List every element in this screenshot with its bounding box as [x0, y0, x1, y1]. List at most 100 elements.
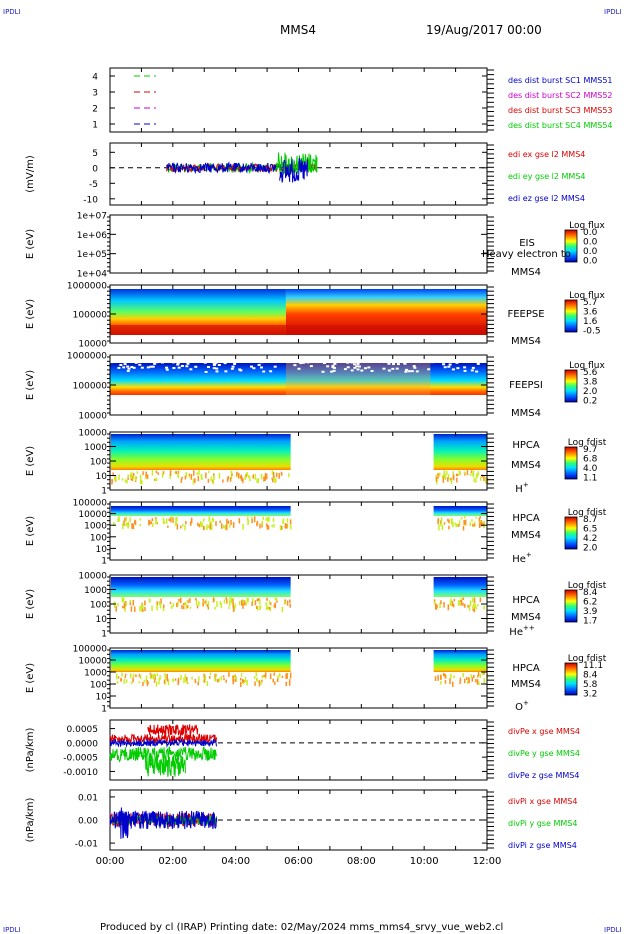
spectrogram-speck	[476, 473, 478, 478]
spectrogram-speck	[198, 523, 201, 528]
spectrogram-speck	[273, 604, 276, 608]
spectrogram-speck	[457, 600, 460, 606]
legend-entry: des dist burst SC4 MMS54	[508, 121, 613, 130]
spectrogram-speck	[181, 604, 183, 610]
y-axis-label: E (eV)	[25, 229, 36, 259]
spectrogram-speck	[149, 672, 152, 676]
y-tick-label: 1	[101, 630, 107, 640]
colorbar	[564, 446, 578, 480]
spectrogram-speck	[132, 474, 135, 480]
spectrogram-speck	[135, 476, 137, 482]
y-tick-label: 10000	[78, 510, 107, 520]
spectrogram-gap	[333, 361, 337, 364]
spectrogram-speck	[462, 673, 465, 678]
spectrogram-speck	[209, 672, 212, 676]
spectrogram-speck	[259, 598, 261, 605]
spectrogram-speck	[170, 516, 172, 523]
spectrogram-speck	[451, 600, 453, 607]
spectrogram-speck	[273, 523, 275, 528]
spectrogram-speck	[170, 605, 173, 609]
spectrogram-speck	[134, 519, 136, 524]
spectrogram-speck	[463, 678, 466, 684]
spectrogram-speck	[264, 476, 266, 481]
spectrogram-gap	[165, 368, 169, 371]
spectrogram-speck	[208, 517, 211, 522]
spectrogram-gap	[415, 370, 419, 373]
spectrogram-speck	[234, 603, 237, 608]
spectrogram-speck	[215, 673, 217, 677]
spectrogram-speck	[145, 471, 147, 478]
spectrogram-speck	[226, 477, 229, 482]
spectrogram-speck	[177, 473, 180, 479]
spectrogram-speck	[441, 524, 444, 531]
spectrogram-speck	[274, 681, 276, 685]
spectrogram-speck	[189, 598, 191, 603]
spectrogram-gap	[127, 367, 131, 370]
spectrogram-speck	[230, 597, 233, 604]
spectrogram-speck	[277, 675, 279, 681]
spectrogram-speck	[172, 517, 174, 523]
spectrogram-speck	[479, 516, 482, 519]
spectrogram-gap	[451, 368, 455, 371]
spectrogram-speck	[130, 476, 133, 481]
spectrogram-speck	[266, 597, 268, 601]
colorbar	[564, 662, 578, 696]
spectrogram-speck	[274, 597, 277, 601]
spectrogram-speck	[268, 606, 271, 610]
spectrogram-speck	[235, 676, 237, 682]
spectrogram-speck	[242, 681, 244, 685]
spectrogram-gap	[299, 362, 303, 365]
spectrogram-speck	[471, 597, 474, 603]
spectrogram-speck	[444, 673, 446, 677]
spectrogram-speck	[169, 473, 172, 479]
spectrogram-gap	[370, 369, 374, 372]
spectrogram-speck	[226, 599, 228, 604]
spectrogram-speck	[228, 600, 231, 606]
corner-label-bottom-right: IPDLI	[604, 926, 622, 934]
colorbar-tick-label: 8.4	[583, 588, 598, 598]
spectrogram-speck	[243, 600, 246, 606]
spectrogram-gap	[353, 366, 357, 369]
spectrogram-speck	[449, 600, 452, 606]
spectrogram-speck	[285, 681, 287, 687]
spectrogram-speck	[146, 679, 148, 684]
species-label: O+	[515, 699, 529, 713]
spectrogram-speck	[463, 516, 466, 519]
spectrogram-speck	[475, 678, 477, 683]
spectrogram-speck	[242, 602, 244, 609]
spectrogram-speck	[189, 606, 192, 609]
y-tick-label: 1000	[84, 443, 107, 453]
spectrogram-speck	[222, 524, 225, 529]
colorbar-title: Log fdist	[568, 654, 607, 664]
date-title: 19/Aug/2017 00:00	[426, 23, 542, 37]
spectrogram-speck	[453, 675, 455, 679]
series-divpe-z	[109, 738, 217, 748]
spectrogram-gap	[367, 366, 371, 369]
spectrogram-speck	[169, 601, 172, 605]
spectrogram-speck	[132, 673, 135, 678]
species-charge: +	[523, 481, 529, 489]
spectrogram-speck	[265, 517, 268, 521]
spectrogram-speck	[186, 600, 188, 603]
spectrogram-speck	[456, 477, 458, 483]
spectrogram-gap	[391, 367, 395, 370]
spectrogram-speck	[262, 516, 265, 520]
spectrogram-gap	[396, 363, 400, 366]
spectrogram-gap	[471, 366, 475, 369]
spectrogram-speck	[242, 523, 244, 530]
spectrogram-speck	[206, 524, 208, 531]
spectrogram-speck	[245, 602, 248, 606]
colorbar-tick-label: 0.0	[583, 238, 598, 248]
spectrogram-speck	[190, 474, 193, 480]
panel-feepse: 1000000 100000 10000 E (eV) Log flux5.73.61.…	[25, 282, 605, 350]
spectrogram-speck	[448, 525, 450, 530]
spectrogram-speck	[183, 677, 185, 684]
spectrogram-speck	[275, 472, 278, 478]
spectrogram-speck	[475, 606, 478, 610]
colorbar-tick-label: 11.1	[583, 661, 603, 671]
spectrogram-speck	[437, 472, 439, 479]
spectrogram-gap	[194, 365, 198, 368]
spectrogram-speck	[212, 597, 215, 603]
spectrogram-fill	[433, 577, 487, 597]
spectrogram-speck	[117, 517, 119, 523]
